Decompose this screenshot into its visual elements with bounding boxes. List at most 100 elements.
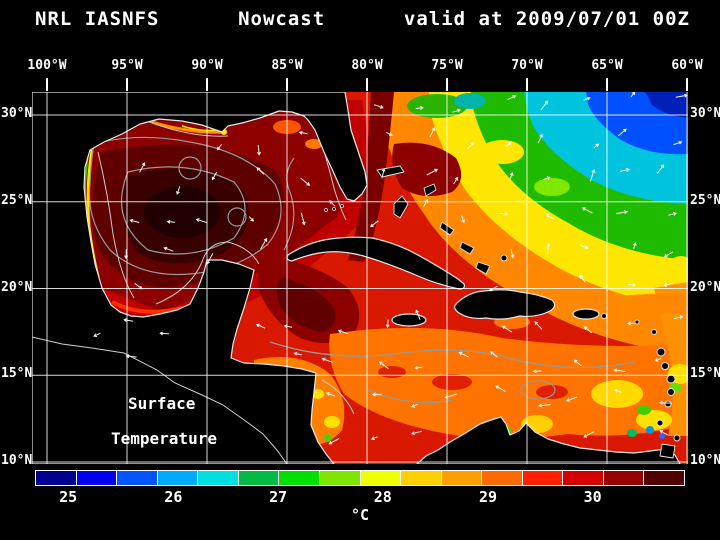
current-vector-arrow: [534, 321, 543, 330]
current-vector-arrow: [370, 436, 378, 441]
current-vector-arrow: [378, 361, 389, 370]
colorbar-segment: [644, 471, 684, 485]
current-vector-arrow: [614, 388, 622, 393]
land-north-central-america: [32, 92, 368, 464]
current-vector-arrow: [632, 242, 637, 250]
colorbar-segment: [603, 471, 645, 485]
island-puerto-rico: [572, 308, 600, 320]
colorbar-tick-label: 30: [583, 488, 602, 506]
current-vector-arrow: [381, 167, 386, 179]
current-vector-arrow: [507, 95, 517, 101]
colorbar-segment: [360, 471, 402, 485]
current-vector-arrow: [211, 171, 218, 181]
current-vector-arrow: [411, 403, 418, 408]
current-vector-arrow: [579, 275, 586, 284]
current-vectors: [93, 92, 688, 445]
current-vector-arrow: [510, 248, 515, 259]
annotation-surface: Surface: [128, 394, 195, 413]
lon-tick-label: 65°W: [591, 58, 623, 73]
islands-lesser-antilles: [601, 313, 681, 459]
current-vector-arrow: [593, 143, 600, 149]
current-vector-arrow: [581, 207, 593, 214]
lat-tick-label-left: 30°N: [1, 106, 33, 121]
current-vector-arrow: [654, 357, 662, 362]
current-vector-arrow: [583, 431, 595, 438]
lon-tick-label: 90°W: [191, 58, 223, 73]
current-vector-arrow: [129, 218, 140, 223]
current-vector-arrow: [619, 167, 631, 172]
lat-tick-label-right: 30°N: [690, 106, 720, 121]
current-vector-arrow: [627, 283, 637, 287]
current-vector-arrow: [499, 212, 509, 216]
current-vector-arrow: [627, 321, 635, 326]
current-vector-arrow: [159, 331, 170, 336]
current-vector-arrow: [675, 93, 688, 98]
island-hispaniola: [453, 289, 556, 320]
current-vector-arrow: [248, 216, 254, 222]
current-vector-arrow: [538, 403, 551, 408]
current-vector-arrow: [673, 140, 683, 146]
current-vector-arrow: [255, 323, 266, 329]
current-vector-arrow: [321, 357, 333, 363]
title-bar: NRL IASNFS Nowcast valid at 2009/07/01 0…: [35, 8, 690, 30]
current-vector-arrow: [495, 385, 506, 392]
current-vector-arrow: [453, 176, 459, 185]
colorbar-segment: [401, 471, 442, 485]
colorbar-tick-label: 29: [479, 488, 498, 506]
current-vector-arrow: [300, 212, 306, 226]
lon-tick-label: 70°W: [511, 58, 543, 73]
current-vector-arrow: [489, 351, 498, 358]
current-vector-arrow: [328, 438, 340, 445]
lon-tick-mark: [686, 78, 688, 91]
lon-tick-label: 80°W: [351, 58, 383, 73]
current-vector-arrow: [458, 351, 469, 358]
current-vector-arrow: [166, 219, 176, 224]
lon-tick-mark: [526, 78, 528, 91]
run-mode: Nowcast: [238, 8, 326, 30]
lon-tick-label: 85°W: [271, 58, 303, 73]
current-vector-arrow: [589, 168, 596, 182]
current-vector-arrow: [414, 365, 423, 370]
current-vector-arrow: [545, 214, 555, 220]
current-vector-arrow: [673, 315, 684, 320]
current-vector-arrow: [444, 393, 457, 399]
current-vector-arrow: [385, 319, 390, 329]
current-vector-arrow: [373, 104, 384, 109]
lat-tick-label-left: 20°N: [1, 279, 33, 295]
current-vector-arrow: [501, 325, 513, 333]
lat-tick-label-left: 10°N: [1, 453, 33, 468]
lat-tick-label-right: 20°N: [690, 279, 720, 295]
lat-tick-label-left: 25°N: [1, 192, 33, 208]
current-vector-arrow: [509, 172, 514, 180]
lon-tick-mark: [126, 78, 128, 91]
current-vector-arrow: [583, 326, 593, 334]
lon-tick-label: 95°W: [111, 58, 143, 73]
current-vector-arrow: [300, 177, 311, 186]
lon-tick-label: 75°W: [431, 58, 463, 73]
current-vector-arrow: [426, 168, 439, 176]
lon-tick-mark: [366, 78, 368, 91]
current-vector-arrow: [125, 354, 137, 359]
current-vector-arrow: [656, 164, 665, 174]
lat-tick-label-right: 15°N: [690, 366, 720, 382]
current-vector-arrow: [543, 176, 551, 181]
colorbar-segment: [238, 471, 280, 485]
current-vector-arrow: [256, 167, 265, 175]
colorbar-tick-label: 25: [59, 488, 78, 506]
colorbar-segment: [563, 471, 604, 485]
product-name: NRL IASNFS: [35, 8, 160, 30]
current-vector-arrow: [540, 100, 549, 111]
current-vector-arrow: [659, 430, 669, 436]
current-vector-arrow: [488, 285, 498, 292]
lon-tick-mark: [446, 78, 448, 91]
pacific-coastline: [32, 336, 288, 464]
lon-tick-label: 60°W: [671, 58, 703, 73]
current-vector-arrow: [422, 199, 428, 208]
colorbar-tick-label: 28: [373, 488, 392, 506]
lon-tick-mark: [286, 78, 288, 91]
colorbar-tick-label: 27: [269, 488, 288, 506]
current-vector-arrow: [537, 133, 543, 144]
colorbar-segment: [157, 471, 199, 485]
lon-tick-mark: [46, 78, 48, 91]
land-masses: [32, 92, 681, 464]
